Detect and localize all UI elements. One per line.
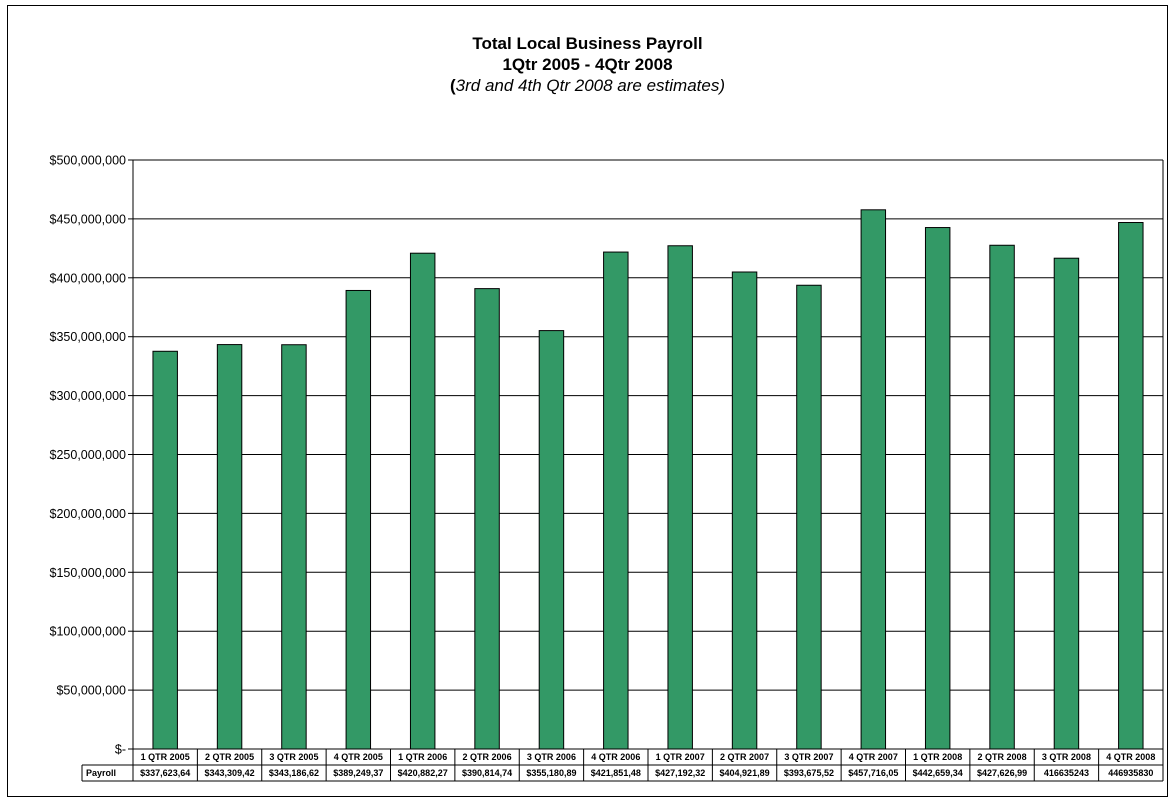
data-label: 416635243	[1044, 768, 1089, 778]
y-tick-label: $100,000,000	[50, 625, 127, 639]
bar	[1118, 222, 1144, 750]
chart-title: Total Local Business Payroll	[472, 34, 703, 53]
bar	[216, 344, 243, 750]
y-tick-label: $350,000,000	[50, 330, 127, 344]
bar	[474, 288, 500, 750]
data-label: $343,309,42	[205, 768, 255, 778]
x-tick-label: 1 QTR 2007	[656, 752, 705, 762]
bar	[281, 344, 307, 750]
bar	[603, 251, 629, 750]
x-tick-label: 1 QTR 2008	[913, 752, 962, 762]
y-tick-label: $150,000,000	[50, 566, 127, 580]
x-tick-label: 4 QTR 2005	[334, 752, 383, 762]
bar	[538, 330, 565, 750]
x-tick-label: 3 QTR 2005	[269, 752, 318, 762]
x-tick-label: 1 QTR 2005	[141, 752, 190, 762]
data-label: $427,192,32	[655, 768, 705, 778]
bar	[989, 244, 1015, 750]
x-tick-label: 2 QTR 2008	[978, 752, 1027, 762]
y-tick-label: $50,000,000	[56, 684, 126, 698]
bar	[409, 252, 436, 750]
bar	[860, 209, 887, 750]
x-tick-label: 3 QTR 2007	[784, 752, 833, 762]
y-tick-label: $400,000,000	[50, 271, 127, 285]
y-tick-label: $500,000,000	[50, 154, 127, 168]
data-label: $404,921,89	[720, 768, 770, 778]
data-label: $337,623,64	[140, 768, 190, 778]
chart-note-paren: (	[450, 76, 456, 95]
x-tick-label: 4 QTR 2008	[1106, 752, 1155, 762]
bar	[1053, 257, 1080, 750]
x-tick-label: 4 QTR 2007	[849, 752, 898, 762]
bar	[345, 289, 372, 750]
data-label: $457,716,05	[848, 768, 898, 778]
data-label: $390,814,74	[462, 768, 512, 778]
x-tick-label: 2 QTR 2006	[463, 752, 512, 762]
chart-frame	[7, 5, 1168, 797]
chart-subtitle: 1Qtr 2005 - 4Qtr 2008	[502, 55, 673, 74]
chart-titles: Total Local Business Payroll 1Qtr 2005 -…	[0, 33, 1175, 97]
data-label: $343,186,62	[269, 768, 319, 778]
chart-note-text: 3rd and 4th Qtr 2008 are estimates)	[455, 76, 725, 95]
data-label: $442,659,34	[913, 768, 963, 778]
data-label: 446935830	[1108, 768, 1153, 778]
bar	[152, 350, 178, 750]
x-tick-label: 4 QTR 2006	[591, 752, 640, 762]
bar	[924, 227, 951, 750]
y-tick-label: $300,000,000	[50, 389, 127, 403]
x-tick-label: 2 QTR 2007	[720, 752, 769, 762]
y-tick-label: $450,000,000	[50, 212, 127, 226]
data-label: $420,882,27	[398, 768, 448, 778]
data-label: $427,626,99	[977, 768, 1027, 778]
y-tick-label: $-	[115, 743, 126, 757]
x-tick-label: 3 QTR 2006	[527, 752, 576, 762]
x-tick-label: 1 QTR 2006	[398, 752, 447, 762]
y-tick-label: $250,000,000	[50, 448, 127, 462]
series-name: Payroll	[86, 768, 116, 778]
y-tick-label: $200,000,000	[50, 507, 127, 521]
data-label: $421,851,48	[591, 768, 641, 778]
x-tick-label: 2 QTR 2005	[205, 752, 254, 762]
data-label: $389,249,37	[333, 768, 383, 778]
chart-note: (3rd and 4th Qtr 2008 are estimates)	[0, 75, 1175, 97]
bar	[667, 245, 693, 750]
bar	[731, 271, 758, 750]
data-label: $393,675,52	[784, 768, 834, 778]
x-tick-label: 3 QTR 2008	[1042, 752, 1091, 762]
bar	[796, 284, 822, 750]
data-label: $355,180,89	[526, 768, 576, 778]
